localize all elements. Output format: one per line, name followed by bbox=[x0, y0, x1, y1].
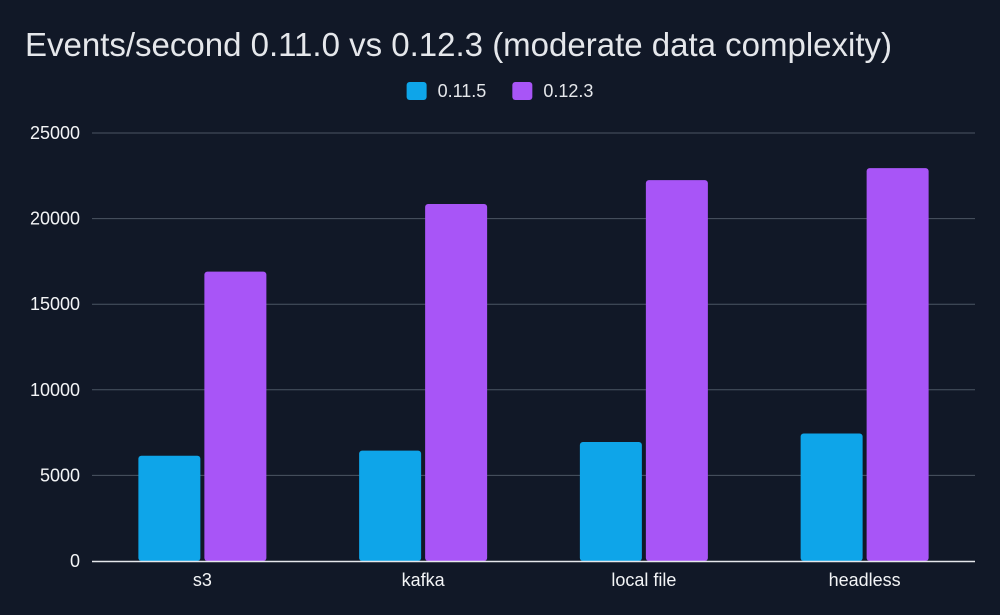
bar-0-12-3-kafka bbox=[425, 204, 488, 561]
bar-0-11-5-local-file bbox=[579, 442, 642, 561]
y-tick-label: 25000 bbox=[30, 123, 80, 143]
legend-label: 0.12.3 bbox=[543, 81, 593, 101]
legend: 0.11.5 0.12.3 bbox=[406, 81, 593, 101]
y-tick-label: 0 bbox=[70, 551, 80, 571]
bar-0-11-5-kafka bbox=[359, 450, 422, 561]
bar-0-12-3-headless bbox=[866, 168, 929, 561]
x-tick-label: kafka bbox=[402, 570, 446, 590]
bar-0-11-5-headless bbox=[800, 433, 863, 561]
bar-0-12-3-s3 bbox=[204, 271, 267, 561]
legend-item: 0.11.5 bbox=[406, 81, 487, 101]
bars bbox=[138, 168, 929, 561]
y-tick-label: 15000 bbox=[30, 294, 80, 314]
legend-swatch bbox=[512, 82, 533, 100]
legend-label: 0.11.5 bbox=[438, 81, 487, 101]
x-tick-label: headless bbox=[829, 570, 901, 590]
y-tick-label: 5000 bbox=[40, 465, 80, 485]
legend-swatch bbox=[406, 82, 427, 100]
bar-0-12-3-local-file bbox=[645, 180, 708, 561]
bar-0-11-5-s3 bbox=[138, 455, 201, 561]
chart-title: Events/second 0.11.0 vs 0.12.3 (moderate… bbox=[25, 26, 892, 63]
x-tick-label: s3 bbox=[193, 570, 212, 590]
y-tick-label: 10000 bbox=[30, 380, 80, 400]
y-tick-label: 20000 bbox=[30, 209, 80, 229]
x-tick-label: local file bbox=[611, 570, 676, 590]
legend-item: 0.12.3 bbox=[512, 81, 593, 101]
x-axis-ticks: s3 kafka local file headless bbox=[193, 570, 901, 590]
y-axis-ticks: 0 5000 10000 15000 20000 25000 bbox=[30, 123, 80, 571]
